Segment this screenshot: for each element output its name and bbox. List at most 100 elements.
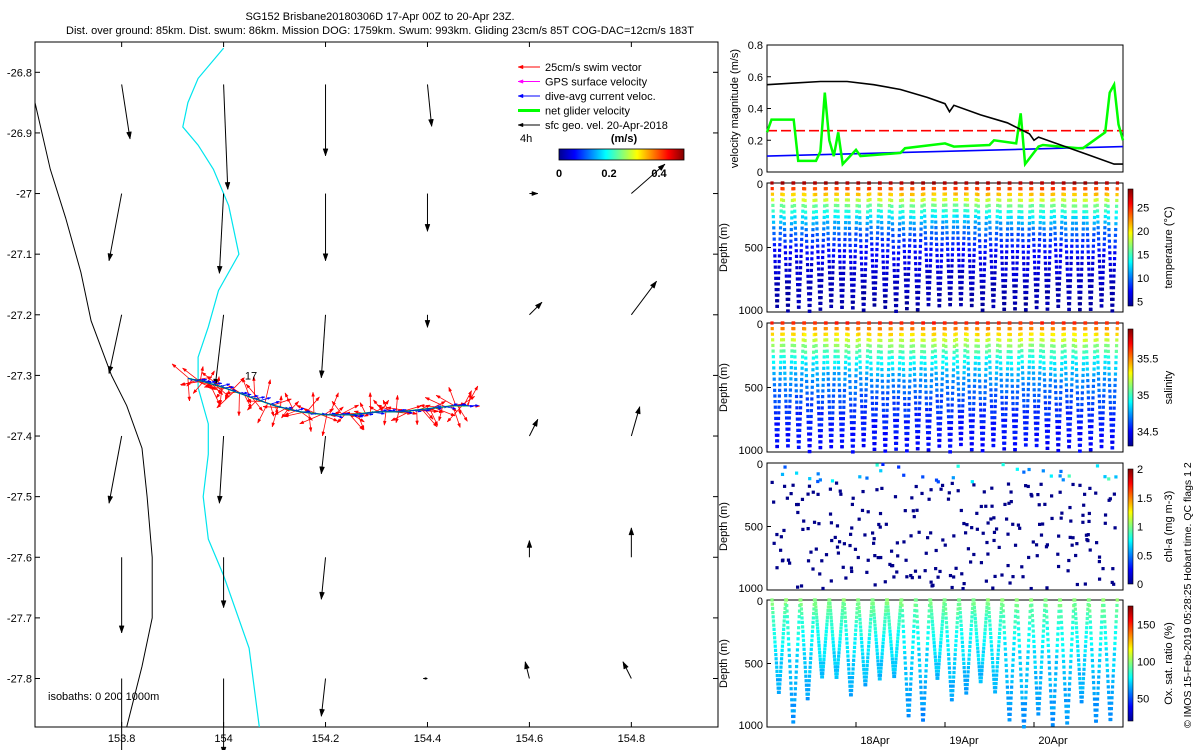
- section-dot: [895, 418, 900, 423]
- section-dot: [1031, 371, 1036, 375]
- section-dot: [826, 243, 831, 247]
- section-dot: [854, 221, 859, 225]
- section-dot: [944, 362, 949, 366]
- section-dot: [944, 220, 949, 224]
- section-dot: [891, 660, 895, 665]
- geo-velocity-arrow: [108, 314, 123, 374]
- section-dot: [966, 214, 970, 219]
- section-dot: [914, 285, 919, 289]
- section-dot: [901, 350, 905, 354]
- section-dot: [909, 209, 913, 214]
- section-dot: [1003, 278, 1008, 283]
- section-colorbar-label: temperature (°C): [1163, 206, 1175, 288]
- section-dot: [1048, 255, 1052, 260]
- section-dot: [961, 398, 965, 402]
- section-dot: [788, 394, 792, 398]
- section-dot: [910, 661, 914, 665]
- section-dot: [939, 270, 943, 274]
- section-dot: [973, 361, 977, 365]
- section-dot: [897, 622, 901, 626]
- section-dot: [873, 554, 877, 558]
- section-dot: [863, 273, 867, 278]
- section-dot: [917, 652, 921, 657]
- section-dot: [1052, 700, 1056, 704]
- section-dot: [1042, 624, 1046, 628]
- swim-vector-arrow-head: [463, 416, 468, 422]
- section-dot: [1081, 379, 1085, 383]
- section-dot: [840, 445, 844, 449]
- section-dot: [967, 248, 971, 252]
- section-dot: [858, 210, 862, 214]
- swim-vector-arrow-head: [390, 417, 396, 421]
- section-dot: [1076, 279, 1081, 283]
- section-dot: [946, 258, 950, 263]
- section-dot: [999, 615, 1003, 619]
- section-dot: [1048, 232, 1053, 237]
- section-dot: [772, 366, 776, 370]
- section-dot: [999, 372, 1003, 377]
- swim-vector-arrow-head: [218, 399, 223, 406]
- section-dot: [875, 390, 879, 394]
- section-dot: [1035, 294, 1039, 298]
- section-dot: [1038, 232, 1042, 236]
- dac-arrow-head: [360, 413, 365, 417]
- section-dot: [817, 640, 821, 644]
- section-dot: [1076, 649, 1080, 653]
- geo-velocity-arrow-head: [322, 148, 329, 157]
- section-dot: [890, 204, 894, 208]
- section-dot: [777, 254, 781, 258]
- section-dot: [1076, 414, 1080, 418]
- section-dot: [852, 283, 856, 287]
- section-dot: [960, 280, 964, 285]
- section-dot: [810, 251, 814, 255]
- section-dot: [990, 504, 994, 508]
- section-dot: [801, 625, 805, 629]
- section-dot: [943, 607, 948, 611]
- section-dot: [1095, 338, 1099, 342]
- section-dot: [934, 548, 938, 553]
- dac-arrow-head: [417, 409, 422, 413]
- section-dot: [1026, 387, 1030, 392]
- section-dot: [816, 261, 820, 265]
- section-dot: [770, 192, 775, 196]
- swim-vector-arrow-head: [187, 396, 191, 402]
- section-dot: [842, 254, 846, 259]
- section-dot: [1089, 436, 1094, 440]
- section-dot: [1046, 307, 1050, 311]
- section-dot: [976, 650, 980, 654]
- section-dot: [871, 264, 875, 268]
- section-dot: [809, 643, 814, 647]
- section-dot: [893, 430, 897, 434]
- section-dot: [1108, 245, 1112, 249]
- section-dot: [1012, 430, 1016, 434]
- section-dot: [965, 691, 969, 695]
- section-dot: [1016, 621, 1020, 625]
- section-dot: [1011, 272, 1016, 277]
- section-dot: [955, 360, 959, 364]
- section-dot: [842, 394, 846, 398]
- section-dot: [1109, 274, 1113, 278]
- section-dot: [1003, 290, 1007, 294]
- map-ytick-label: -27: [16, 189, 32, 201]
- section-dot: [826, 226, 830, 230]
- section-dot: [949, 291, 953, 296]
- section-dot: [1050, 494, 1054, 498]
- section-dot: [962, 242, 966, 246]
- section-dot: [1074, 367, 1079, 372]
- section-dot: [926, 536, 930, 540]
- section-dot: [843, 607, 847, 611]
- section-dot: [950, 269, 954, 274]
- section-dot: [995, 220, 999, 224]
- section-dot: [976, 192, 980, 197]
- section-dot: [789, 239, 793, 243]
- section-dot: [893, 292, 897, 296]
- section-dot: [1060, 626, 1064, 630]
- section-dot: [1069, 273, 1073, 277]
- section-dot: [955, 349, 959, 353]
- section-dot: [787, 421, 791, 426]
- section-dot: [898, 350, 902, 354]
- section-dot: [944, 197, 948, 202]
- section-dot: [955, 225, 960, 229]
- section-dot: [797, 299, 801, 304]
- section-dot: [1067, 699, 1071, 703]
